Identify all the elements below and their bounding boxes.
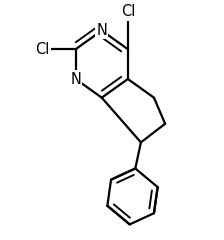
Text: N: N: [96, 23, 107, 38]
Text: Cl: Cl: [121, 4, 135, 19]
Text: Cl: Cl: [35, 42, 50, 57]
Text: N: N: [70, 72, 81, 86]
